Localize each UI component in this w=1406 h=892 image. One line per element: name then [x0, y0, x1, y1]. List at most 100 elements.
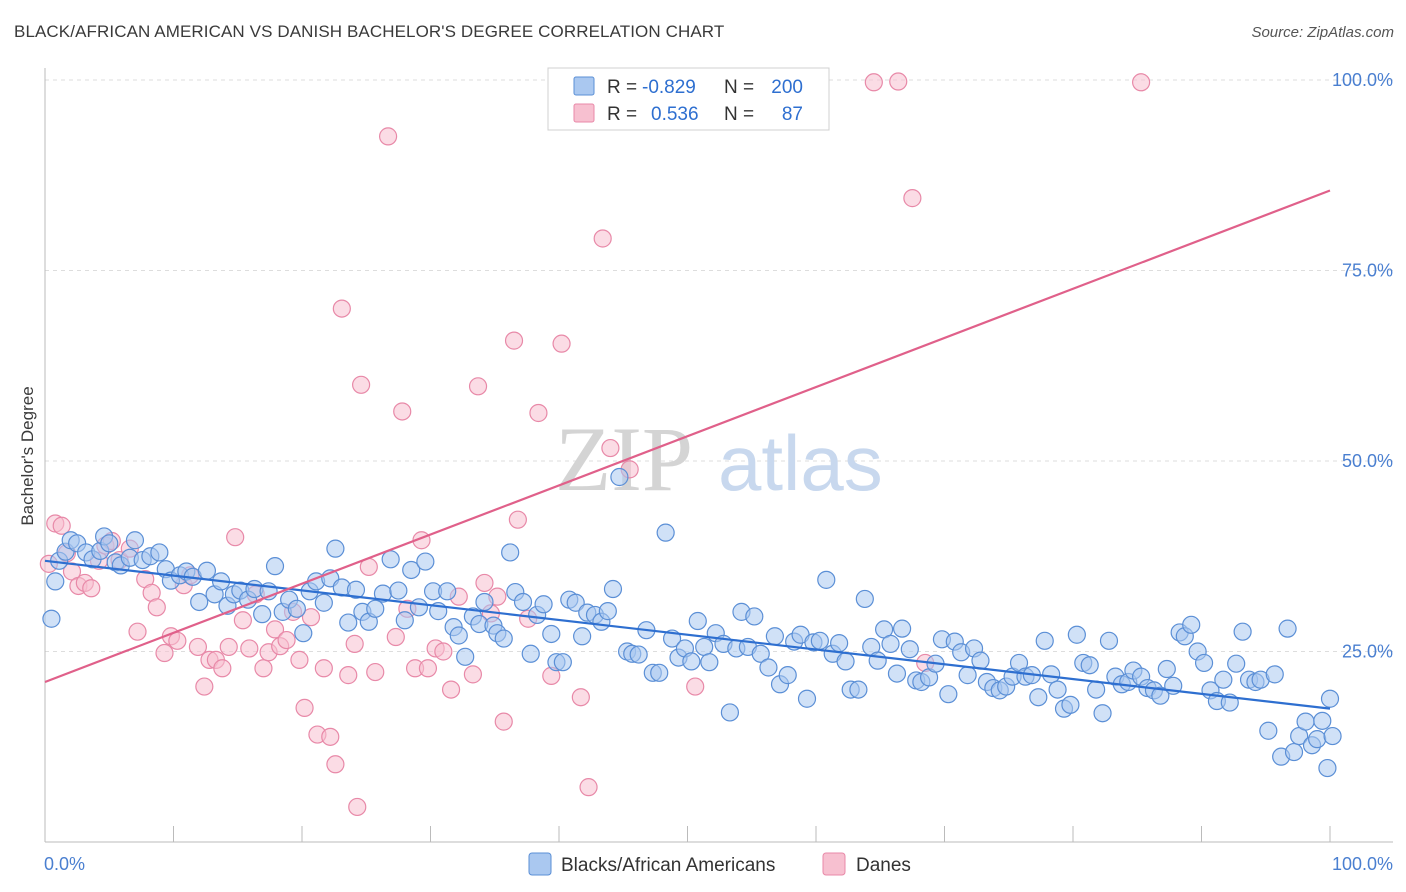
- blacks-point: [629, 645, 648, 664]
- danes-trend-line: [44, 189, 1331, 684]
- danes-point: [321, 727, 340, 746]
- blacks-point: [817, 570, 836, 589]
- series-label-danes: Danes: [856, 855, 911, 876]
- blacks-point: [868, 651, 887, 670]
- blacks-point: [553, 653, 572, 672]
- legend-n-value: 200: [771, 77, 803, 98]
- danes-point: [195, 677, 214, 696]
- blacks-point: [1087, 680, 1106, 699]
- blacks-point: [778, 666, 797, 685]
- danes-point: [240, 639, 259, 658]
- blacks-point: [1035, 631, 1054, 650]
- blacks-point: [751, 644, 770, 663]
- blacks-point: [366, 599, 385, 618]
- blacks-point: [1320, 689, 1340, 708]
- source-credit: Source: ZipAtlas.com: [1251, 24, 1394, 41]
- blacks-point: [695, 637, 714, 657]
- danes-point: [508, 510, 527, 529]
- blacks-point: [573, 627, 592, 646]
- blacks-point: [810, 631, 829, 650]
- danes-point: [52, 516, 71, 535]
- watermark-atlas: atlas: [718, 419, 883, 507]
- blacks-point: [475, 592, 494, 612]
- legend-r-label: R =: [607, 77, 637, 98]
- blacks-point: [603, 579, 623, 599]
- blacks-point: [513, 592, 533, 612]
- danes-point: [601, 438, 620, 458]
- x-tick-label-min: 0.0%: [44, 854, 85, 874]
- danes-point: [889, 72, 908, 91]
- blacks-point: [720, 703, 740, 722]
- danes-point: [339, 666, 358, 685]
- blacks-point: [745, 607, 764, 626]
- danes-point: [864, 73, 883, 92]
- danes-point: [219, 637, 238, 657]
- axes: [44, 68, 1393, 843]
- blacks-point: [610, 467, 629, 487]
- blacks-point: [1308, 730, 1327, 749]
- watermark: ZIP atlas: [555, 408, 883, 510]
- danes-point: [290, 650, 309, 669]
- blacks-point: [1042, 665, 1061, 684]
- blacks-point: [688, 611, 707, 631]
- danes-points: [39, 72, 1151, 817]
- watermark-zip: ZIP: [555, 408, 693, 510]
- danes-point: [82, 579, 101, 598]
- blacks-point: [1061, 695, 1080, 714]
- y-tick-label: 25.0%: [1342, 642, 1393, 662]
- blacks-point: [971, 651, 990, 670]
- blacks-point: [456, 647, 475, 666]
- blacks-point: [700, 653, 719, 672]
- danes-point: [494, 712, 513, 731]
- danes-point: [345, 634, 364, 653]
- danes-point: [1132, 73, 1151, 92]
- danes-point: [314, 659, 333, 678]
- blacks-point: [294, 624, 313, 643]
- legend-r-value: 0.536: [651, 104, 699, 125]
- blacks-point: [521, 644, 540, 663]
- blacks-point: [1214, 670, 1233, 689]
- danes-point: [326, 755, 345, 774]
- danes-point: [352, 375, 371, 394]
- blacks-point: [1313, 711, 1332, 730]
- danes-point: [552, 334, 571, 353]
- blacks-point: [1233, 622, 1252, 641]
- series-legend: Blacks/African Americans Danes: [528, 852, 911, 876]
- blacks-point: [253, 605, 272, 624]
- blacks-point: [197, 561, 217, 580]
- legend-n-value: 87: [782, 104, 803, 125]
- blacks-point: [449, 626, 468, 645]
- legend-r-label: R =: [607, 104, 637, 125]
- legend-swatch-blue: [573, 76, 595, 96]
- legend-swatch-pink: [573, 103, 595, 123]
- blacks-point: [650, 663, 669, 682]
- danes-point: [168, 631, 187, 650]
- blacks-point: [765, 627, 784, 646]
- danes-point: [265, 620, 285, 639]
- blacks-point: [42, 609, 61, 628]
- series-swatch-pink: [822, 852, 846, 876]
- danes-point: [571, 688, 590, 707]
- y-tick-label: 100.0%: [1332, 70, 1393, 90]
- danes-point: [213, 659, 232, 678]
- danes-point: [463, 665, 483, 684]
- y-axis-label: Bachelor's Degree: [18, 386, 37, 525]
- blacks-point: [409, 598, 429, 617]
- blacks-point: [416, 552, 435, 571]
- blacks-point: [598, 602, 617, 621]
- blacks-point: [566, 593, 585, 612]
- danes-point: [579, 778, 598, 797]
- danes-point: [441, 680, 461, 699]
- y-tick-label: 75.0%: [1342, 261, 1393, 281]
- danes-point: [226, 528, 245, 547]
- blacks-point: [682, 652, 701, 671]
- danes-point: [254, 659, 273, 678]
- trend-lines: [44, 189, 1331, 710]
- series-label-blacks: Blacks/African Americans: [561, 855, 775, 876]
- danes-point: [155, 643, 174, 663]
- blacks-point: [900, 640, 919, 659]
- blacks-point: [534, 595, 553, 614]
- chart-title: BLACK/AFRICAN AMERICAN VS DANISH BACHELO…: [14, 22, 725, 41]
- danes-point: [593, 229, 612, 248]
- blacks-point: [892, 619, 912, 638]
